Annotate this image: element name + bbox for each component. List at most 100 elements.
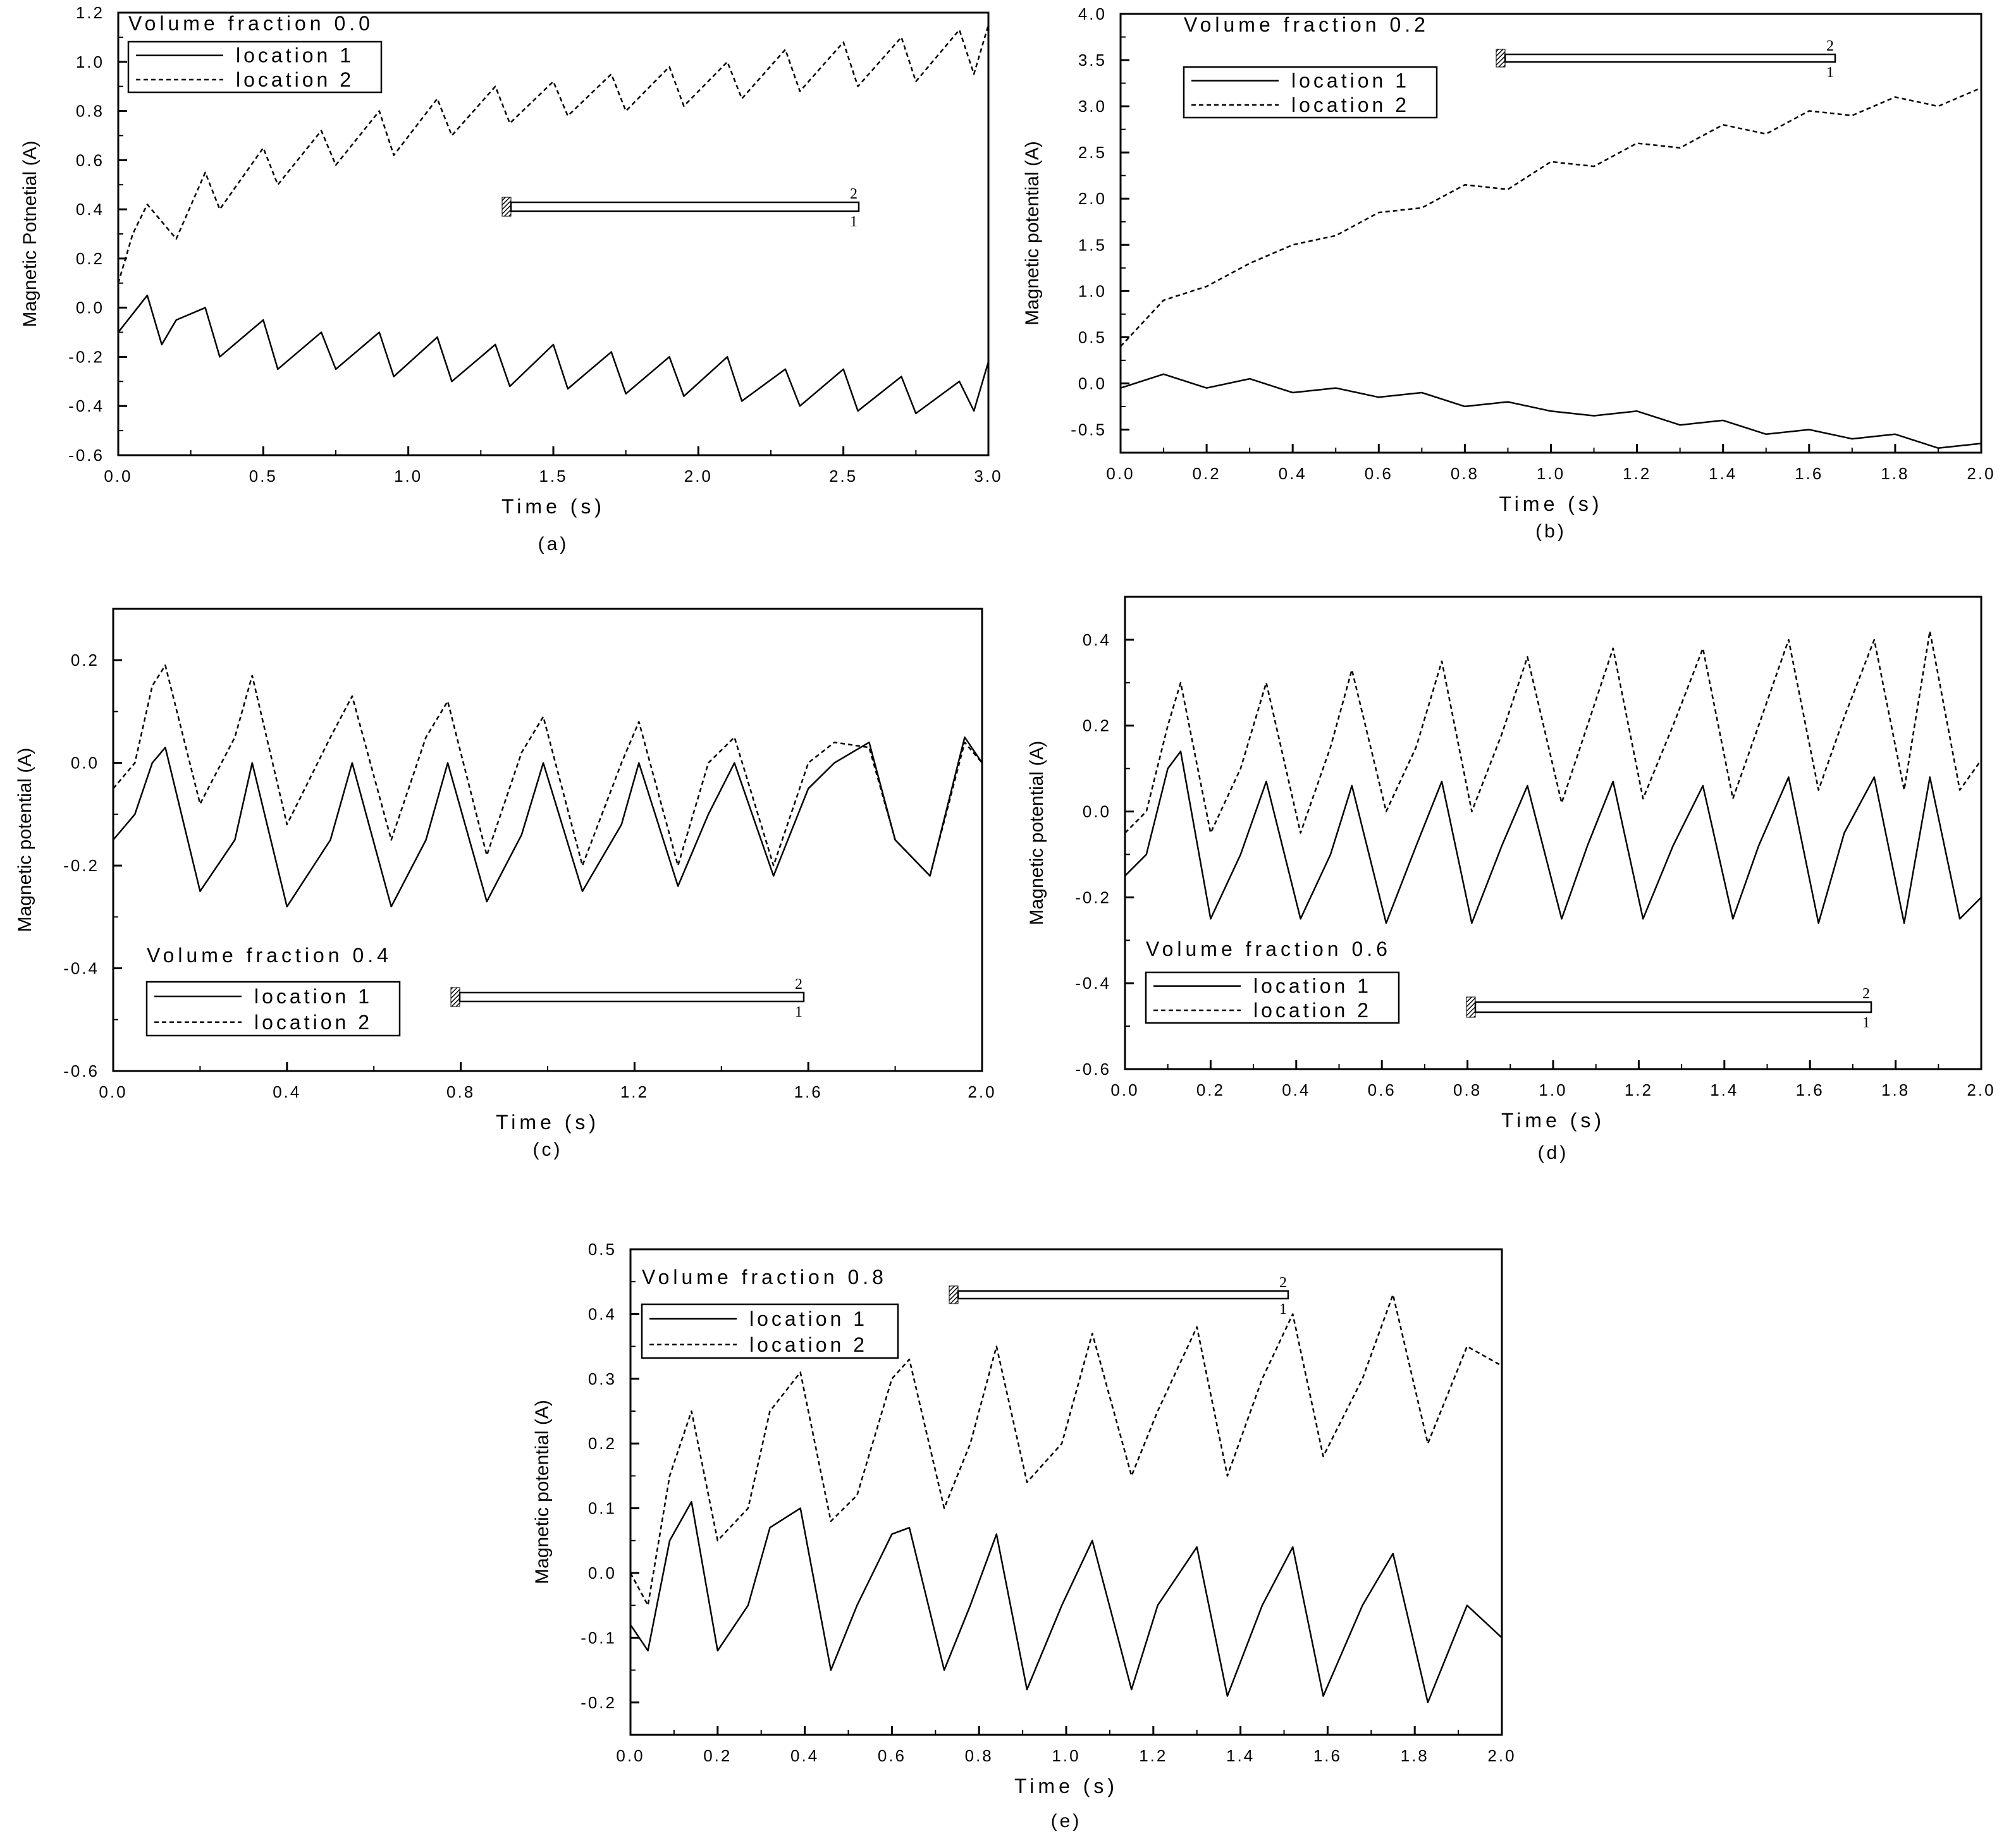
x-tick-label: 0.8	[1451, 464, 1479, 483]
series-line-location-1	[629, 1501, 1503, 1704]
y-tick-label: -0.2	[63, 856, 99, 875]
x-tick-label: 0.4	[790, 1746, 819, 1765]
legend-label-location-2: location 2	[254, 1011, 372, 1034]
legend-box	[145, 981, 401, 1037]
x-tick-label: 2.5	[829, 467, 858, 486]
y-tick-label: 0.5	[588, 1240, 617, 1259]
x-tick-label: 1.2	[1623, 464, 1651, 483]
y-tick-label: -0.6	[63, 1062, 99, 1080]
x-tick-label: 1.6	[1796, 1080, 1824, 1099]
y-tick-label: 0.2	[588, 1434, 617, 1453]
x-tick-label: 1.0	[394, 467, 422, 486]
series-line-location-2	[629, 1294, 1503, 1606]
x-axis-title: Time (s)	[1014, 1775, 1118, 1797]
panel-caption: (d)	[1538, 1142, 1569, 1163]
x-tick-label: 1.2	[1625, 1080, 1653, 1099]
beam-label-top: 2	[1862, 986, 1870, 1002]
x-tick-label: 0.2	[1196, 1080, 1225, 1099]
x-tick-label: 1.6	[1795, 464, 1823, 483]
y-tick-label: 0.4	[76, 200, 104, 219]
x-tick-label: 0.5	[249, 467, 278, 486]
legend-box	[1145, 971, 1400, 1024]
x-tick-label: 1.8	[1881, 1080, 1910, 1099]
legend-title: Volume fraction 0.8	[642, 1266, 887, 1288]
x-tick-label: 2.0	[684, 467, 713, 486]
beam-label-top: 2	[795, 976, 802, 993]
x-tick-label: 1.8	[1881, 464, 1909, 483]
y-tick-label: 3.0	[1078, 97, 1107, 116]
legend-title: Volume fraction 0.6	[1146, 938, 1391, 960]
beam-fixed-support	[1496, 49, 1506, 68]
series-line-location-2	[1120, 87, 1982, 347]
y-tick-label: 0.1	[588, 1499, 617, 1518]
y-tick-label: 0.8	[76, 102, 104, 121]
x-tick-label: 1.2	[620, 1082, 649, 1101]
legend-label-location-2: location 2	[749, 1333, 868, 1356]
legend-label-location-1: location 1	[749, 1307, 868, 1330]
series-line-location-1	[118, 294, 990, 415]
x-tick-label: 2.0	[1967, 1080, 1995, 1099]
series-line-location-2	[1124, 630, 1982, 834]
x-tick-label: 0.8	[965, 1746, 993, 1765]
x-tick-label: 2.0	[968, 1082, 996, 1101]
legend-label-location-2: location 2	[1253, 999, 1372, 1022]
x-tick-label: 0.0	[1110, 1080, 1139, 1099]
cantilever-beam-inset: 21	[949, 1275, 1289, 1318]
x-tick-label: 1.8	[1401, 1746, 1429, 1765]
panel-caption: (e)	[1051, 1811, 1082, 1832]
x-tick-label: 1.4	[1226, 1746, 1255, 1765]
x-tick-label: 0.2	[1193, 464, 1221, 483]
y-tick-label: 2.5	[1078, 143, 1107, 162]
y-tick-label: 0.0	[71, 754, 99, 773]
x-tick-label: 0.6	[1368, 1080, 1396, 1099]
beam-fixed-support	[949, 1285, 959, 1304]
beam-fixed-support	[501, 197, 512, 217]
y-tick-label: -0.6	[1075, 1060, 1111, 1079]
series-line-location-2	[113, 664, 983, 877]
cantilever-beam-inset: 21	[450, 976, 805, 1020]
y-tick-label: -0.2	[68, 347, 104, 366]
y-tick-label: 1.2	[76, 3, 104, 22]
x-axis-title: Time (s)	[1501, 1109, 1605, 1132]
y-tick-label: 0.0	[1078, 374, 1107, 393]
x-tick-label: 0.0	[616, 1746, 644, 1765]
legend-label-location-2: location 2	[1291, 94, 1410, 116]
y-axis-title: Magnetic potential (A)	[1026, 741, 1047, 926]
x-tick-label: 3.0	[974, 467, 1002, 486]
x-tick-label: 2.0	[1487, 1746, 1516, 1765]
y-tick-label: -0.2	[581, 1693, 617, 1712]
panel-caption: (a)	[538, 534, 569, 554]
y-tick-label: 0.2	[76, 249, 104, 268]
legend-label-location-1: location 1	[1291, 70, 1410, 92]
x-tick-label: 1.6	[794, 1082, 823, 1101]
beam-body	[458, 991, 805, 1003]
x-tick-label: 1.2	[1139, 1746, 1167, 1765]
y-tick-label: 4.0	[1078, 4, 1107, 23]
x-tick-label: 0.4	[273, 1082, 301, 1101]
y-tick-label: 1.5	[1078, 235, 1107, 254]
beam-body	[957, 1290, 1289, 1300]
beam-label-bottom: 1	[1862, 1015, 1870, 1031]
y-tick-label: 0.6	[76, 150, 104, 169]
legend-title: Volume fraction 0.4	[147, 944, 392, 967]
y-tick-label: 3.5	[1078, 51, 1107, 70]
beam-label-top: 2	[1279, 1275, 1287, 1291]
beam-label-top: 2	[850, 186, 858, 202]
legend-title: Volume fraction 0.0	[128, 12, 374, 35]
y-tick-label: -0.5	[1071, 420, 1107, 439]
legend-label-location-1: location 1	[1253, 975, 1372, 998]
x-tick-label: 1.5	[539, 467, 567, 486]
y-tick-label: 0.2	[1083, 716, 1111, 735]
beam-body	[1474, 1001, 1872, 1013]
series-line-location-2	[117, 25, 990, 284]
x-tick-label: 2.0	[1967, 464, 1995, 483]
x-tick-label: 0.0	[1106, 464, 1134, 483]
beam-label-bottom: 1	[795, 1004, 802, 1020]
series-line-location-1	[113, 736, 983, 908]
chart-panel-d: 0.0 0.2 0.4 0.6 0.8 1.0 1.2 1.4 1.6 1.8 2.0 -0.6 -0.…	[1026, 596, 1995, 1163]
cantilever-beam-inset: 21	[1496, 38, 1836, 81]
cantilever-beam-inset: 21	[501, 186, 860, 230]
